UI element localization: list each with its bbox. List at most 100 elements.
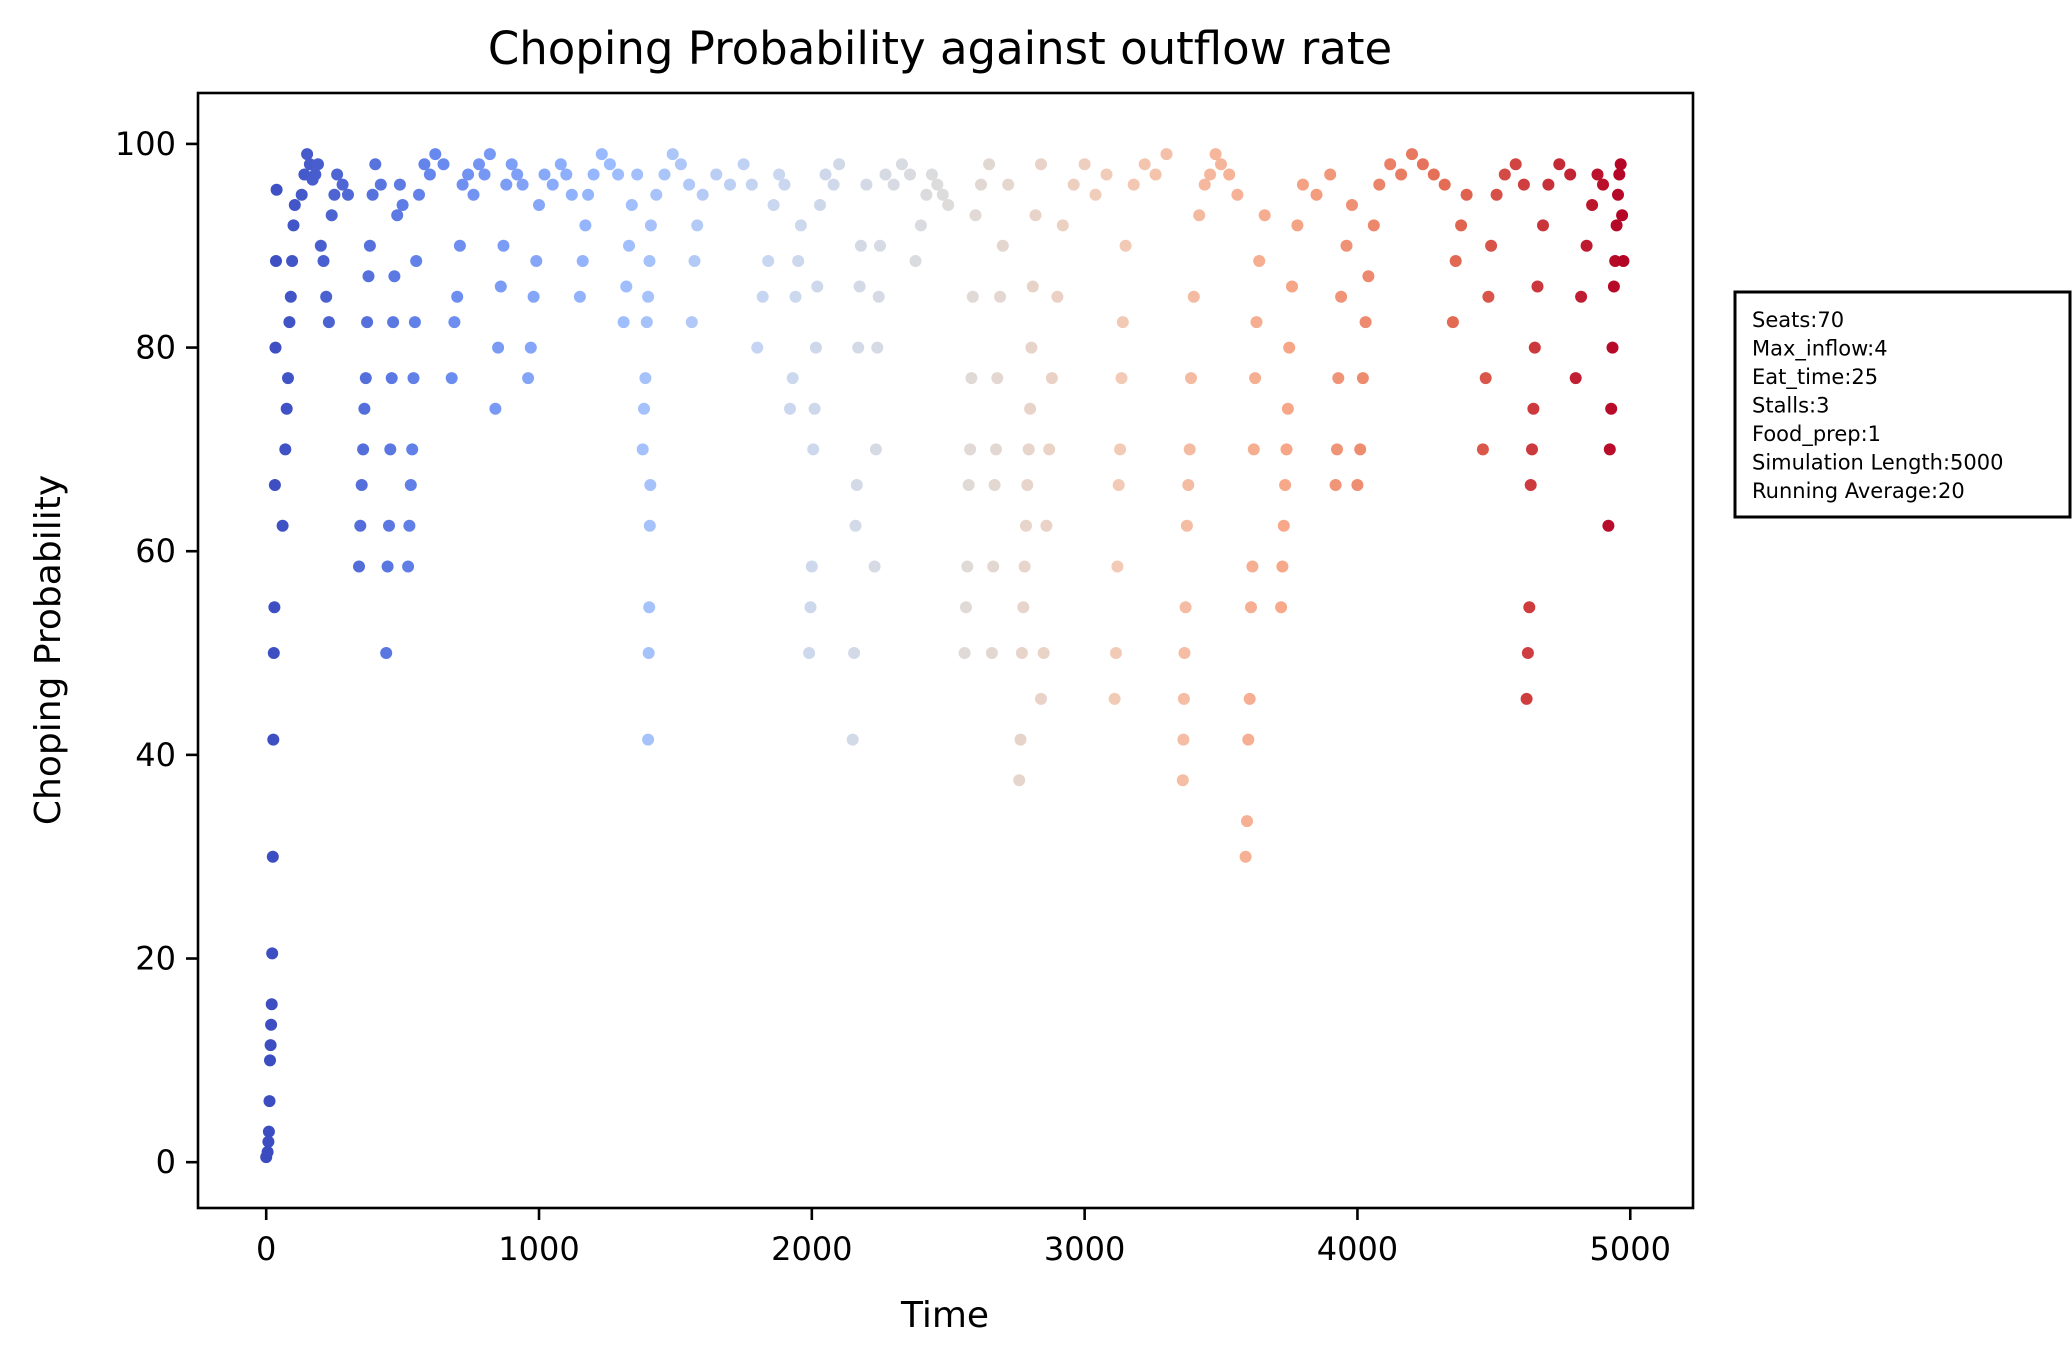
data-point <box>1564 168 1577 181</box>
data-point <box>1586 199 1599 211</box>
data-point <box>1455 219 1468 232</box>
data-point <box>1406 148 1418 161</box>
data-point <box>331 168 344 181</box>
data-point <box>1524 479 1537 491</box>
y-axis-label: Choping Probability <box>28 475 69 825</box>
data-point <box>1223 168 1236 181</box>
data-point <box>868 560 881 573</box>
data-point <box>582 188 595 201</box>
data-point <box>404 479 417 491</box>
data-point <box>388 270 401 283</box>
data-point <box>264 1039 277 1052</box>
data-point <box>1553 158 1566 171</box>
data-point <box>284 290 297 303</box>
data-point <box>1013 774 1026 787</box>
data-point <box>814 199 826 211</box>
data-point <box>1329 479 1342 491</box>
data-point <box>1367 219 1380 232</box>
data-point <box>869 443 882 456</box>
data-point <box>1613 168 1626 181</box>
data-point <box>328 188 341 201</box>
data-point <box>268 601 281 614</box>
data-point <box>1331 443 1343 456</box>
data-point <box>990 443 1002 456</box>
data-point <box>620 280 633 293</box>
data-point <box>773 168 786 181</box>
data-point <box>1351 479 1364 491</box>
data-point <box>437 158 450 171</box>
data-point <box>996 239 1009 252</box>
data-point <box>317 255 330 267</box>
data-point <box>762 255 775 267</box>
data-point <box>573 290 586 303</box>
data-point <box>691 219 704 232</box>
data-point <box>696 188 709 201</box>
data-point <box>994 290 1007 303</box>
data-point <box>546 178 559 191</box>
data-point <box>1180 519 1193 532</box>
data-point <box>1531 280 1544 293</box>
data-point <box>1575 290 1588 303</box>
data-point <box>264 1054 276 1067</box>
data-point <box>1127 178 1140 191</box>
data-point <box>1275 601 1288 614</box>
data-point <box>1276 560 1289 573</box>
data-point <box>511 168 524 181</box>
data-point <box>467 188 480 201</box>
data-point <box>674 158 687 171</box>
data-point <box>1384 158 1397 171</box>
data-point <box>301 148 314 161</box>
data-point <box>263 1095 276 1108</box>
data-point <box>423 168 436 181</box>
data-point <box>1114 443 1127 456</box>
data-point <box>1067 178 1080 191</box>
data-point <box>872 290 885 303</box>
data-point <box>522 372 535 385</box>
data-point <box>1215 158 1227 171</box>
data-point <box>453 239 466 252</box>
data-point <box>1281 402 1294 415</box>
data-point <box>638 402 650 415</box>
data-point <box>965 372 978 385</box>
data-point <box>1182 479 1195 491</box>
data-point <box>1332 372 1345 385</box>
data-point <box>887 178 900 191</box>
data-point <box>554 158 567 171</box>
data-point <box>406 443 419 456</box>
data-point <box>794 219 807 232</box>
data-point <box>410 255 423 267</box>
data-point <box>961 560 974 573</box>
data-point <box>1253 255 1266 267</box>
data-point <box>603 158 616 171</box>
data-point <box>807 443 820 456</box>
data-point <box>456 178 469 191</box>
data-point <box>854 239 867 252</box>
data-point <box>516 178 529 191</box>
data-point <box>1354 443 1367 456</box>
data-point <box>644 479 657 491</box>
data-point <box>860 178 873 191</box>
data-point <box>500 178 513 191</box>
data-point <box>640 316 653 329</box>
data-point <box>393 178 406 191</box>
data-point <box>579 219 592 232</box>
data-point <box>631 168 644 181</box>
data-point <box>262 1125 275 1138</box>
data-point <box>587 168 600 181</box>
data-point <box>1280 443 1293 456</box>
data-point <box>265 1018 278 1031</box>
data-point <box>362 270 375 283</box>
data-point <box>1020 519 1032 532</box>
data-point <box>1249 372 1262 385</box>
y-tick-label: 80 <box>135 329 176 367</box>
data-point <box>811 280 824 293</box>
data-point <box>643 601 656 614</box>
data-point <box>1258 209 1271 222</box>
data-point <box>462 168 475 181</box>
y-axis-ticks: 0 20 40 60 80 100 <box>115 125 198 1181</box>
data-point <box>1231 188 1244 201</box>
data-point <box>710 168 723 181</box>
data-point <box>524 341 537 354</box>
data-point <box>538 168 551 181</box>
data-point <box>1245 601 1257 614</box>
